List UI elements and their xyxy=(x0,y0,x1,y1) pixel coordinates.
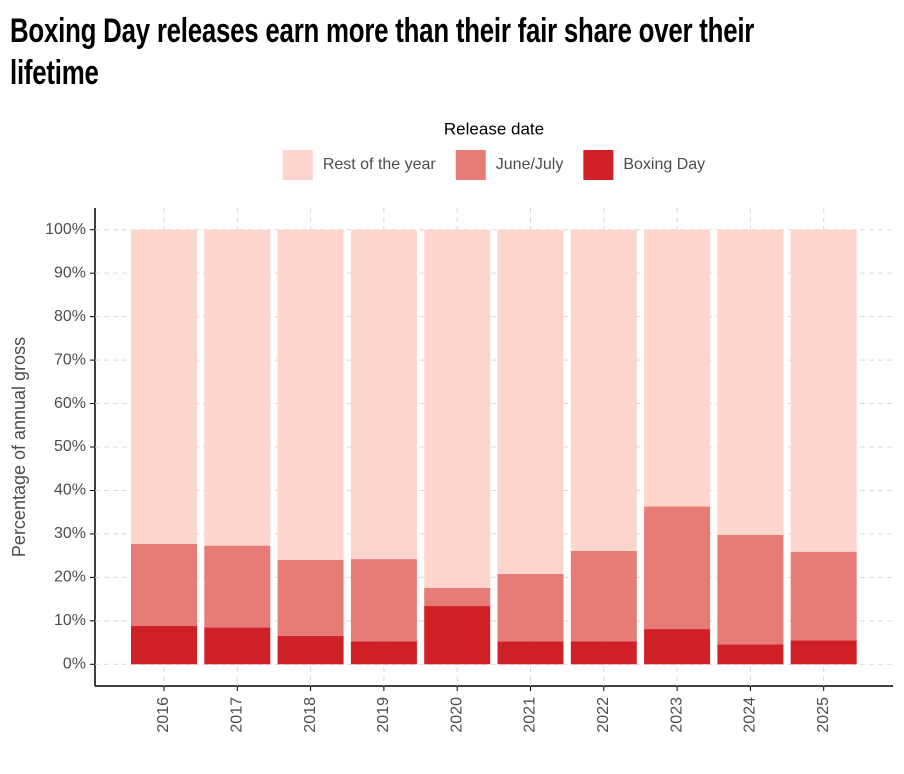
bar-segment xyxy=(717,644,784,665)
bar-segment xyxy=(790,551,857,641)
y-tick-label: 100% xyxy=(45,221,86,238)
bar-segment xyxy=(424,587,491,607)
x-tick-label: 2023 xyxy=(668,697,685,733)
legend-label: June/July xyxy=(496,156,564,173)
y-tick-label: 30% xyxy=(54,525,86,542)
legend-label: Rest of the year xyxy=(323,156,437,173)
bar-segment xyxy=(644,629,711,665)
bar-segment xyxy=(204,545,271,628)
bar-segment xyxy=(277,559,344,637)
bar-segment xyxy=(424,606,491,665)
bar-segment xyxy=(350,229,417,560)
bar-segment xyxy=(204,627,271,665)
x-tick-label: 2019 xyxy=(375,697,392,733)
bar-segment xyxy=(497,229,564,574)
bar-segment xyxy=(277,636,344,665)
bar-segment xyxy=(497,641,564,665)
y-tick-label: 90% xyxy=(54,264,86,281)
x-tick-label: 2016 xyxy=(155,697,172,733)
legend-title: Release date xyxy=(444,119,544,138)
y-tick-label: 60% xyxy=(54,395,86,412)
bar-segment xyxy=(350,641,417,665)
legend-swatch xyxy=(282,150,313,180)
bar-segment xyxy=(497,573,564,642)
y-tick-label: 50% xyxy=(54,438,86,455)
y-tick-label: 80% xyxy=(54,308,86,325)
legend-swatch xyxy=(583,150,614,180)
y-axis-label: Percentage of annual gross xyxy=(9,337,29,557)
bar-segment xyxy=(570,641,637,665)
bars xyxy=(131,229,857,665)
y-tick-label: 40% xyxy=(54,482,86,499)
bar-segment xyxy=(424,229,491,588)
bar-segment xyxy=(570,229,637,551)
x-tick-label: 2021 xyxy=(522,697,539,733)
y-tick-label: 70% xyxy=(54,351,86,368)
bar-segment xyxy=(350,559,417,642)
y-tick-label: 20% xyxy=(54,569,86,586)
x-tick-label: 2018 xyxy=(302,697,319,733)
x-tick-label: 2017 xyxy=(229,697,246,733)
bar-segment xyxy=(204,229,271,546)
bar-segment xyxy=(717,229,784,535)
bar-segment xyxy=(131,229,197,544)
legend-label: Boxing Day xyxy=(623,156,705,173)
legend-swatch xyxy=(455,150,486,180)
bar-segment xyxy=(570,550,637,642)
bar-segment xyxy=(790,640,857,665)
x-tick-label: 2020 xyxy=(448,697,465,733)
bar-segment xyxy=(644,229,711,507)
legend: Rest of the year June/July Boxing Day xyxy=(282,150,705,180)
bar-segment xyxy=(717,534,784,645)
bar-segment xyxy=(644,506,711,630)
x-tick-label: 2025 xyxy=(815,697,832,733)
chart-title: Boxing Day releases earn more than their… xyxy=(10,12,755,92)
bar-segment xyxy=(131,626,197,665)
x-tick-label: 2024 xyxy=(742,697,759,733)
bar-segment xyxy=(131,543,197,627)
x-tick-label: 2022 xyxy=(595,697,612,733)
y-tick-label: 0% xyxy=(63,655,86,672)
bar-segment xyxy=(790,229,857,552)
bar-segment xyxy=(277,229,344,560)
y-tick-label: 10% xyxy=(54,612,86,629)
